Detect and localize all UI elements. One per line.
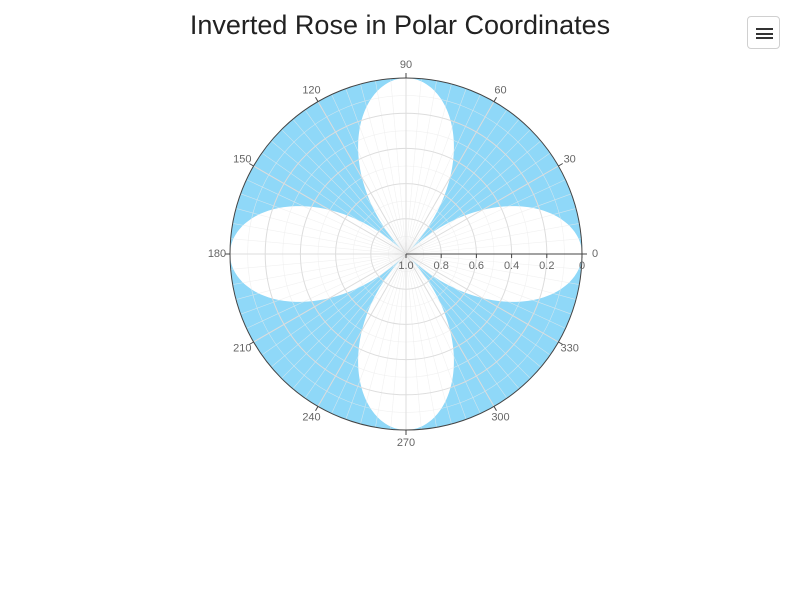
radial-tick-label: 0 [579, 260, 585, 272]
chart-title: Inverted Rose in Polar Coordinates [189, 10, 611, 40]
radial-tick-label: 0.4 [504, 260, 519, 272]
grid-spoke [253, 165, 407, 255]
angular-tick [558, 163, 564, 167]
angular-tick-label: 240 [302, 412, 320, 424]
radial-tick-label: 0.2 [539, 260, 554, 272]
radial-tick-label: 0.6 [469, 260, 484, 272]
angular-tick-label: 90 [400, 59, 412, 71]
angular-tick [558, 341, 564, 345]
chart-menu-button[interactable] [747, 16, 780, 49]
angular-tick [493, 406, 497, 412]
angular-tick [493, 96, 497, 102]
grid-spoke [317, 253, 407, 407]
grid-spoke [253, 253, 407, 343]
grid-spoke [317, 101, 407, 255]
polar-axes [225, 73, 587, 435]
grid-spoke [405, 101, 495, 255]
angular-tick-label: 270 [397, 437, 415, 449]
angular-tick-label: 30 [564, 154, 576, 166]
angular-tick-label: 150 [233, 154, 251, 166]
angular-tick [315, 96, 319, 102]
angular-tick-label: 300 [491, 412, 509, 424]
angular-tick [315, 406, 319, 412]
angular-tick-label: 60 [494, 84, 506, 96]
radial-tick-label: 1.0 [398, 260, 413, 272]
grid-spoke [405, 253, 559, 343]
angular-tick [248, 163, 254, 167]
grid-spoke [405, 165, 559, 255]
angular-tick-label: 0 [592, 248, 598, 260]
angular-tick-label: 180 [208, 248, 226, 260]
radial-tick-label: 0.8 [434, 260, 449, 272]
grid-spoke [405, 253, 495, 407]
angular-tick-label: 210 [233, 343, 251, 355]
hamburger-menu-icon [756, 28, 773, 39]
angular-tick-label: 120 [302, 84, 320, 96]
tick-labels: 0 30 60 90 120 150 180 210 240 270 300 330 1.0 0.8 0.6… [208, 59, 598, 449]
angular-tick [248, 341, 254, 345]
angular-tick-label: 330 [561, 343, 579, 355]
